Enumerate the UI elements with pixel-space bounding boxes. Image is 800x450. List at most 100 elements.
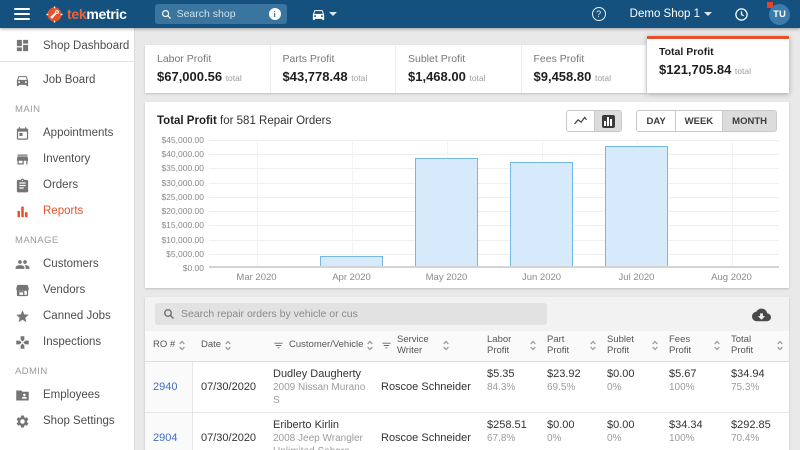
help-icon[interactable]: ? <box>591 7 606 21</box>
bar-chart-toggle-button[interactable] <box>594 111 622 131</box>
gridline <box>209 168 779 170</box>
column-header-part-profit[interactable]: Part Profit <box>539 331 599 362</box>
x-tick-label: Mar 2020 <box>236 272 277 283</box>
table-row[interactable]: 2904 07/30/2020 Eriberto Kirlin 2008 Jeep W… <box>145 413 789 450</box>
sidebar-section-manage: MANAGE <box>15 235 59 246</box>
chart-bar-may-2020[interactable] <box>415 158 478 267</box>
x-tick-label: Apr 2020 <box>332 272 371 283</box>
column-header-total-profit[interactable]: Total Profit <box>723 331 789 362</box>
profit-card-fees-profit[interactable]: Fees Profit $9,458.80 total <box>522 45 647 93</box>
profit-card-labor-profit[interactable]: Labor Profit $67,000.56 total <box>145 45 271 93</box>
chart-bar-jun-2020[interactable] <box>510 161 573 267</box>
y-tick-label: $5,000.00 <box>166 248 204 259</box>
cell-percent: 100% <box>669 433 695 445</box>
column-header-fees-profit[interactable]: Fees Profit <box>661 331 723 362</box>
tekmetric-logo[interactable]: tekmetric <box>46 5 127 23</box>
gridline <box>209 239 779 241</box>
download-button[interactable] <box>752 307 771 322</box>
gridline <box>209 196 779 198</box>
column-label: Part Profit <box>547 334 570 356</box>
menu-icon[interactable] <box>14 8 30 20</box>
profit-card-sublet-profit[interactable]: Sublet Profit $1,468.00 total <box>396 45 522 93</box>
info-icon[interactable]: i <box>268 8 281 20</box>
part-profit-cell: $0.00 0% <box>539 413 599 450</box>
sidebar-item-shop-settings[interactable]: Shop Settings <box>0 408 134 434</box>
filter-icon[interactable] <box>273 340 284 351</box>
cell-percent: 70.4% <box>731 433 760 445</box>
range-button-day[interactable]: DAY <box>637 111 675 131</box>
profit-card-total-profit[interactable]: Total Profit $121,705.84 total <box>647 36 789 93</box>
ro-number-link[interactable]: 2940 <box>145 361 193 414</box>
filter-icon[interactable] <box>381 340 392 351</box>
chevron-down-icon <box>704 12 712 16</box>
date-cell: 07/30/2020 <box>193 413 265 450</box>
y-tick-label: $15,000.00 <box>161 220 204 231</box>
x-tick-label: Jul 2020 <box>618 272 655 283</box>
car-icon <box>312 9 324 20</box>
card-label: Fees Profit <box>533 53 585 65</box>
gridline <box>209 253 779 255</box>
dashboard-icon <box>16 39 29 52</box>
chart-bar-jul-2020[interactable] <box>605 146 668 267</box>
cell-percent: 84.3% <box>487 382 516 394</box>
ro-number-link[interactable]: 2904 <box>145 413 193 450</box>
people-icon <box>15 259 30 269</box>
line-chart-toggle-button[interactable] <box>567 111 595 131</box>
avatar-initials: TU <box>769 3 790 25</box>
range-button-month[interactable]: MONTH <box>722 111 776 131</box>
column-header-sublet-profit[interactable]: Sublet Profit <box>599 331 661 362</box>
sidebar-section-admin: ADMIN <box>15 366 48 377</box>
sidebar-item-shop-dashboard[interactable]: Shop Dashboard <box>0 30 134 62</box>
sidebar-item-label: Canned Jobs <box>43 310 111 322</box>
sort-icon <box>652 341 658 351</box>
y-tick-label: $20,000.00 <box>161 206 204 217</box>
gridline <box>209 140 779 141</box>
sidebar-item-employees[interactable]: Employees <box>0 382 134 408</box>
sidebar-item-label: Appointments <box>43 127 114 139</box>
sort-icon <box>590 341 596 351</box>
range-button-week[interactable]: WEEK <box>674 111 723 131</box>
sidebar-item-reports[interactable]: Reports <box>0 198 134 224</box>
profit-card-parts-profit[interactable]: Parts Profit $43,778.48 total <box>271 45 396 93</box>
sidebar-item-job-board[interactable]: Job Board <box>0 67 134 93</box>
sort-icon <box>443 341 449 351</box>
main-content: Labor Profit $67,000.56 total Parts Profi… <box>135 28 800 450</box>
shop-selector[interactable]: Demo Shop 1 <box>630 8 712 20</box>
shop-search-input[interactable] <box>176 8 264 20</box>
fees-profit-cell: $5.67 100% <box>661 362 723 414</box>
sidebar-item-canned-jobs[interactable]: Canned Jobs <box>0 303 134 329</box>
sidebar-item-label: Vendors <box>43 284 86 296</box>
column-header-customer-vehicle[interactable]: Customer/Vehicle <box>265 331 374 362</box>
sidebar-item-label: Customers <box>43 258 99 270</box>
sidebar-item-appointments[interactable]: Appointments <box>0 120 134 146</box>
sidebar-item-inspections[interactable]: Inspections <box>0 329 134 355</box>
column-label: Total Profit <box>731 334 754 356</box>
column-header-date[interactable]: Date <box>193 331 265 362</box>
table-row[interactable]: 2940 07/30/2020 Dudley Daugherty 2009 Nissa… <box>145 361 789 414</box>
labor-profit-cell: $258.51 67.8% <box>479 413 539 450</box>
brand-text: tekmetric <box>67 6 127 22</box>
star-icon <box>16 309 29 322</box>
column-header-labor-profit[interactable]: Labor Profit <box>479 331 539 362</box>
shop-search: i <box>154 4 287 24</box>
sort-icon <box>225 341 231 351</box>
repair-order-search-input[interactable] <box>181 308 539 320</box>
column-label: Fees Profit <box>669 334 692 356</box>
sidebar-item-orders[interactable]: Orders <box>0 172 134 198</box>
sidebar-item-inventory[interactable]: Inventory <box>0 146 134 172</box>
user-avatar[interactable]: TU <box>767 1 790 25</box>
calendar-icon <box>16 126 29 140</box>
service-writer-cell: Roscoe Schneider <box>373 413 479 450</box>
column-header-service-writer[interactable]: Service Writer <box>373 331 479 362</box>
clock-icon[interactable] <box>734 7 749 22</box>
cell-percent: 75.3% <box>731 382 760 394</box>
sidebar-item-vendors[interactable]: Vendors <box>0 277 134 303</box>
y-tick-label: $40,000.00 <box>161 149 204 160</box>
column-header-ro[interactable]: RO # <box>145 331 193 362</box>
sidebar-item-customers[interactable]: Customers <box>0 251 134 277</box>
profit-cards-strip: Labor Profit $67,000.56 total Parts Profi… <box>145 45 647 93</box>
customer-name: Dudley Daugherty <box>273 367 362 380</box>
vehicle-menu[interactable] <box>311 7 337 22</box>
y-tick-label: $0.00 <box>182 263 204 273</box>
